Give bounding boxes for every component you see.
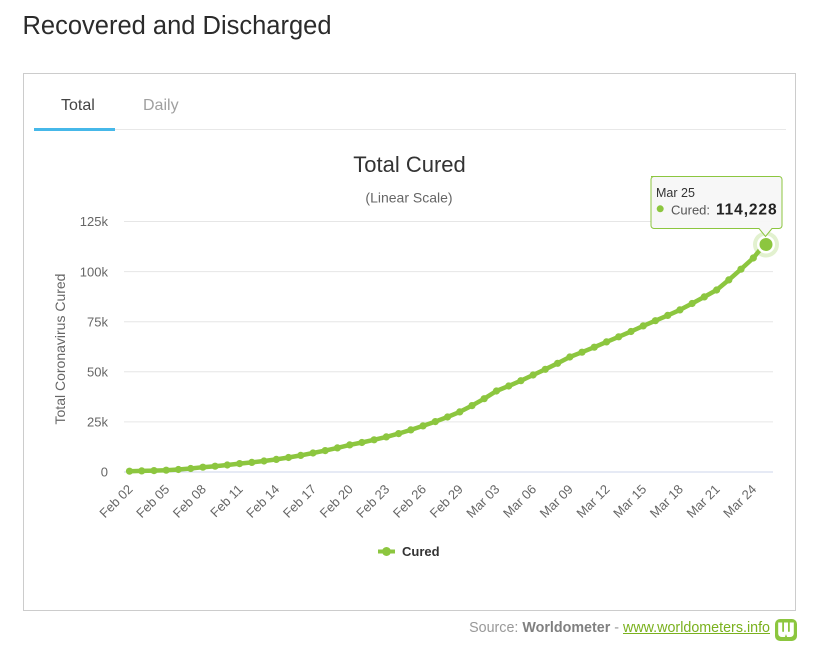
svg-text:0: 0: [101, 465, 108, 480]
svg-text:Total Coronavirus Cured: Total Coronavirus Cured: [52, 274, 68, 425]
svg-text:Feb 20: Feb 20: [317, 482, 356, 521]
svg-text:Mar 06: Mar 06: [500, 482, 539, 521]
svg-text:Total Cured: Total Cured: [353, 152, 466, 177]
svg-text:114,228: 114,228: [716, 202, 777, 219]
svg-text:Feb 29: Feb 29: [427, 482, 466, 521]
svg-text:Feb 26: Feb 26: [390, 482, 429, 521]
svg-text:Feb 08: Feb 08: [170, 482, 209, 521]
svg-text:Feb 11: Feb 11: [207, 482, 246, 521]
svg-text:(Linear Scale): (Linear Scale): [365, 190, 452, 206]
svg-text:Feb 23: Feb 23: [353, 482, 392, 521]
svg-text:25k: 25k: [87, 415, 108, 430]
svg-text:75k: 75k: [87, 314, 108, 329]
svg-text:125k: 125k: [80, 214, 109, 229]
svg-text:Cured: Cured: [402, 544, 440, 559]
svg-text:Mar 12: Mar 12: [573, 482, 612, 521]
svg-text:Feb 02: Feb 02: [96, 482, 135, 521]
svg-text:Cured:: Cured:: [671, 203, 710, 218]
svg-text:50k: 50k: [87, 365, 108, 380]
svg-text:Mar 03: Mar 03: [463, 482, 502, 521]
svg-text:Feb 17: Feb 17: [280, 482, 319, 521]
svg-text:Mar 18: Mar 18: [647, 482, 686, 521]
svg-text:Feb 14: Feb 14: [243, 482, 282, 521]
svg-text:Mar 15: Mar 15: [610, 482, 649, 521]
svg-text:Mar 09: Mar 09: [537, 482, 576, 521]
svg-text:Mar 21: Mar 21: [683, 482, 722, 521]
svg-text:Mar 24: Mar 24: [720, 482, 759, 521]
svg-text:Mar 25: Mar 25: [656, 186, 695, 200]
svg-text:100k: 100k: [80, 264, 109, 279]
svg-text:Feb 05: Feb 05: [133, 482, 172, 521]
